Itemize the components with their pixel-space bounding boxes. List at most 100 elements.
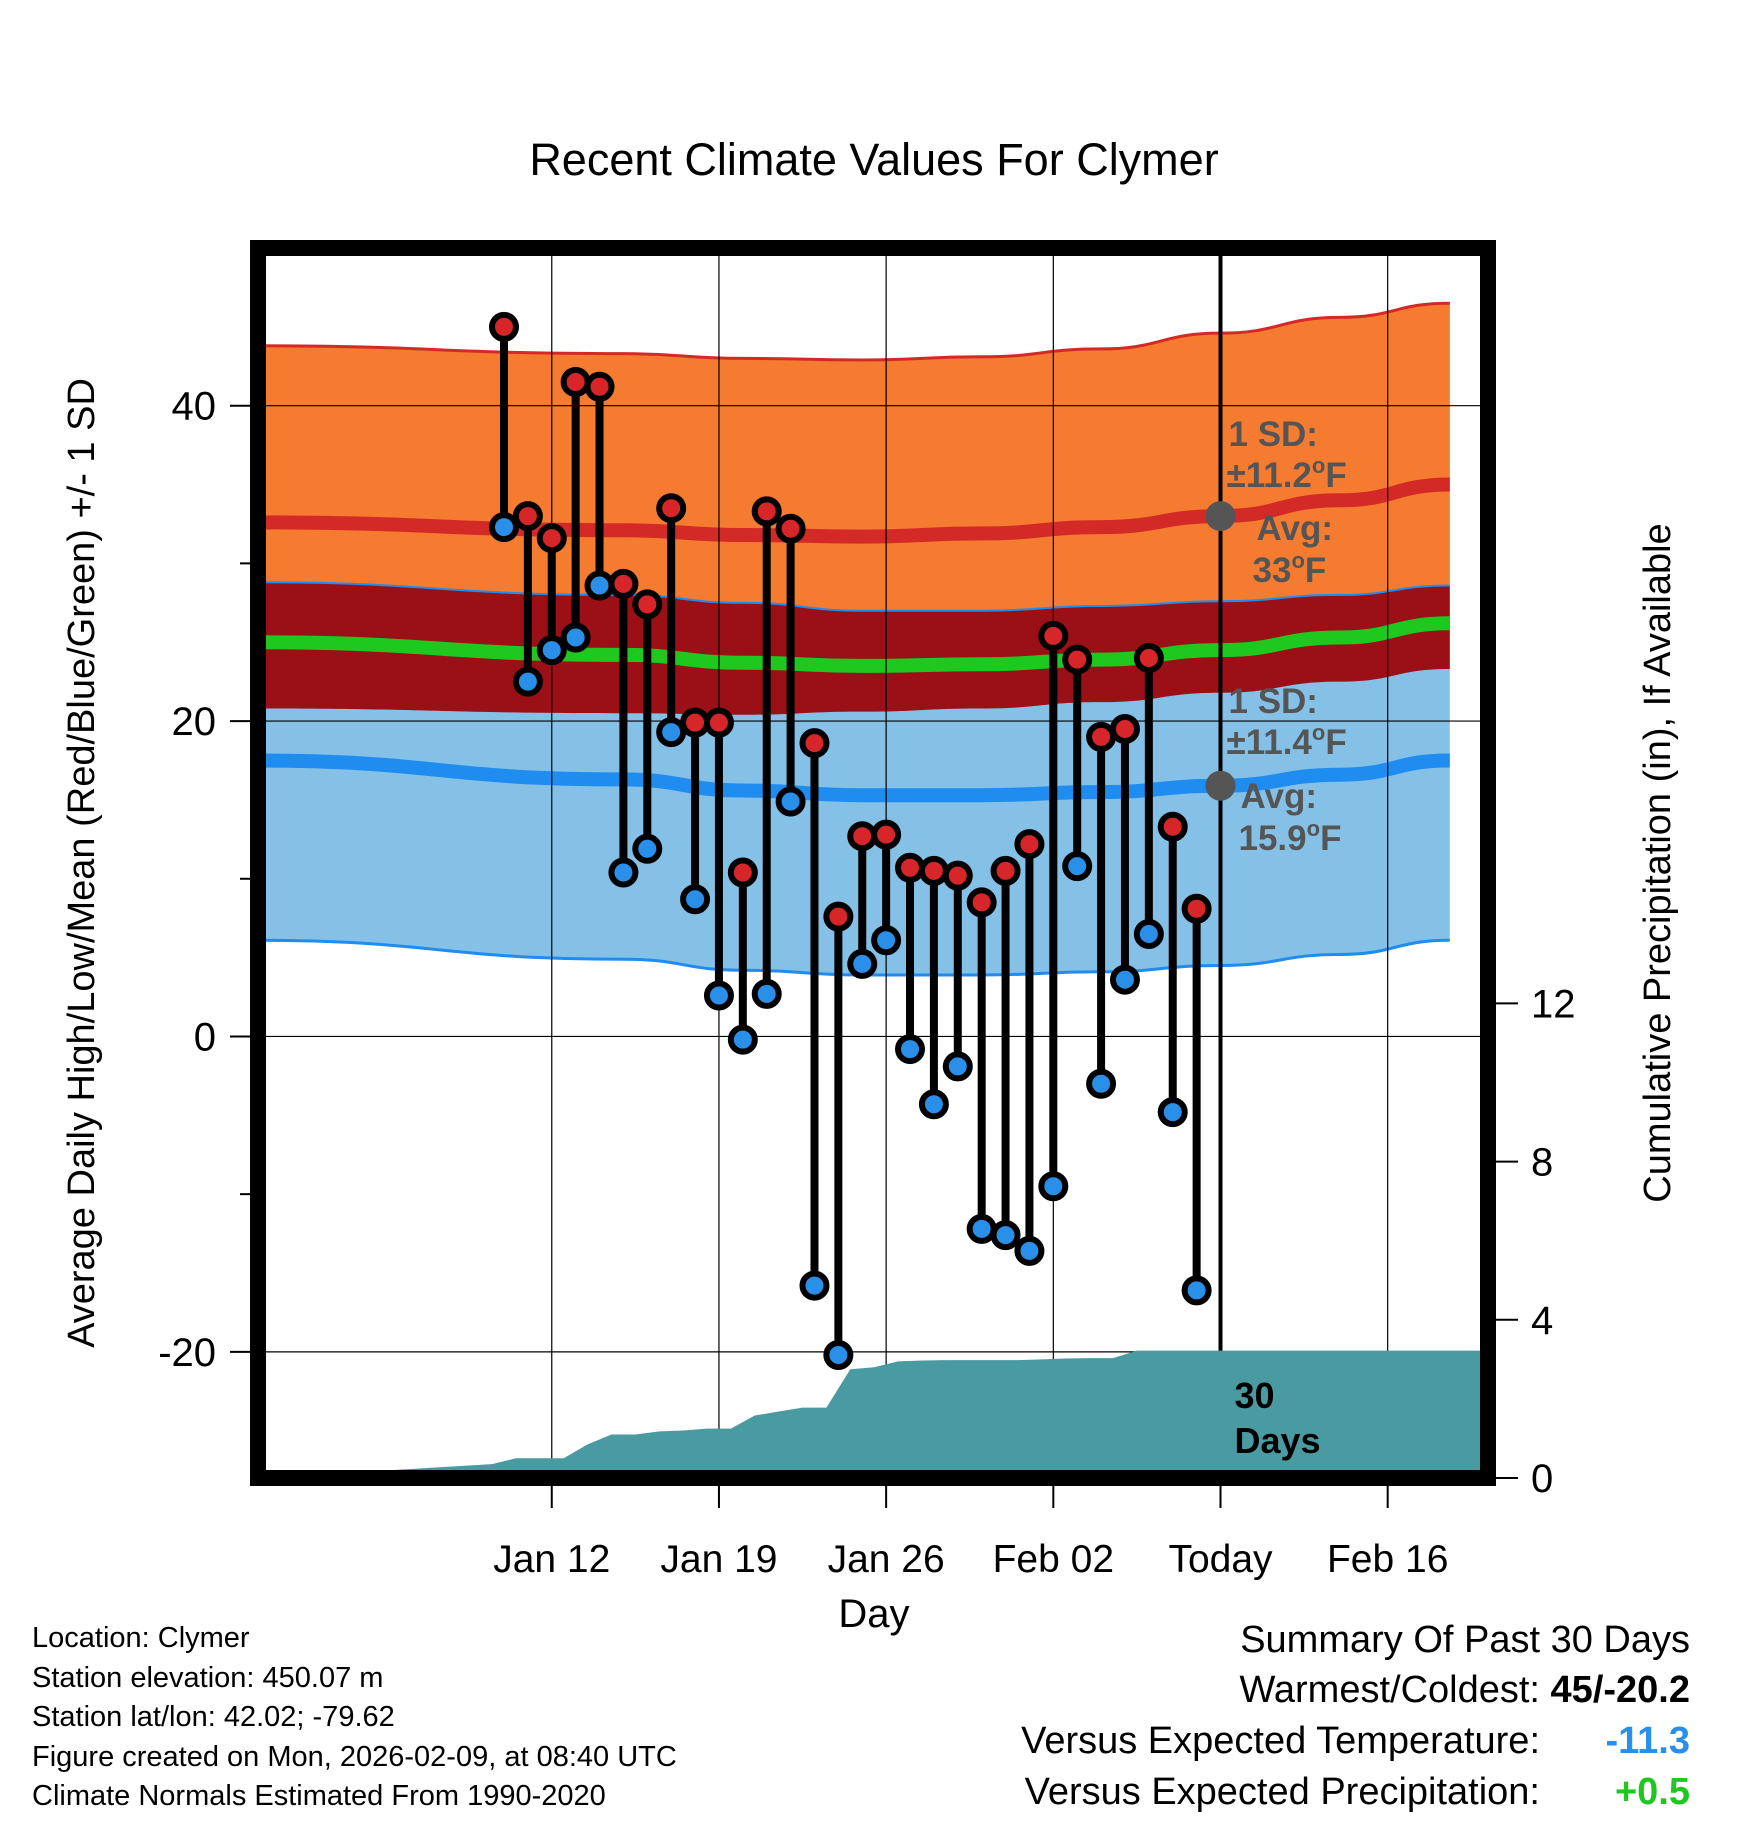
high-point	[918, 855, 949, 886]
high-sd-upper-line	[258, 301, 1450, 362]
y-tick-label: 20	[172, 700, 217, 744]
low-point	[775, 786, 806, 817]
low-avg-deg: o	[1307, 816, 1320, 841]
y-right-tick-label: 8	[1531, 1141, 1553, 1185]
high-point	[1109, 713, 1140, 744]
low-point	[847, 948, 878, 979]
low-avg-unit: F	[1320, 819, 1341, 858]
low-point	[703, 980, 734, 1011]
high-point	[751, 496, 782, 527]
high-point	[1062, 644, 1093, 675]
high-point	[1181, 893, 1212, 924]
high-point	[1133, 643, 1164, 673]
summary-warmest-value: 45/-20.2	[1550, 1669, 1690, 1711]
high-point	[632, 589, 663, 620]
low-point	[823, 1340, 854, 1370]
high-avg-label: Avg:	[1257, 509, 1333, 548]
low-sd-label: 1 SD:	[1229, 682, 1318, 721]
y-axis-label: Average Daily High/Low/Mean (Red/Blue/Gr…	[61, 378, 103, 1348]
y-tick-label: 0	[194, 1015, 216, 1059]
high-point	[775, 513, 806, 544]
high-point	[942, 860, 973, 891]
high-point	[823, 901, 854, 932]
y-tick-label: 40	[172, 385, 217, 429]
high-point	[608, 568, 639, 599]
high-point	[560, 367, 591, 398]
high-sd-label: 1 SD:	[1229, 415, 1318, 454]
low-point	[895, 1034, 926, 1065]
today-days-label: 30	[1235, 1375, 1275, 1416]
high-avg-deg: o	[1291, 548, 1304, 573]
footer-created: Figure created on Mon, 2026-02-09, at 08…	[32, 1741, 677, 1773]
high-point	[584, 371, 615, 402]
low-point	[1086, 1068, 1117, 1099]
high-sd-unit: F	[1325, 456, 1346, 495]
high-avg-value: 33oF	[1253, 548, 1327, 590]
summary-warmest-row: Warmest/Coldest: 45/-20.2	[1239, 1669, 1690, 1712]
x-tick-label: Jan 12	[493, 1538, 610, 1581]
y-right-tick-label: 12	[1531, 982, 1576, 1026]
low-point	[1109, 964, 1140, 995]
low-sd-value: ±11.4oF	[1227, 720, 1347, 762]
x-tick-label: Feb 16	[1327, 1538, 1448, 1581]
low-point	[751, 978, 782, 1009]
low-point	[680, 884, 711, 915]
low-point	[632, 833, 663, 864]
low-avg-line	[258, 753, 1450, 803]
high-point	[656, 493, 687, 524]
low-avg-value: 15.9oF	[1239, 816, 1342, 858]
low-sd-unit: F	[1325, 723, 1346, 762]
x-tick-label: Feb 02	[993, 1538, 1114, 1581]
high-point	[536, 523, 567, 554]
x-tick-label: Today	[1168, 1538, 1273, 1581]
high-point	[871, 819, 902, 850]
high-point	[1014, 829, 1045, 860]
low-sd-deg: o	[1312, 720, 1325, 745]
low-point	[656, 717, 687, 748]
low-point	[608, 857, 639, 888]
high-point	[1038, 620, 1069, 651]
high-point	[847, 821, 878, 852]
mean-avg-line	[258, 616, 1450, 673]
low-point	[871, 925, 902, 956]
low-point	[1133, 918, 1164, 949]
summary-temp-row: Versus Expected Temperature: -11.3	[1021, 1720, 1690, 1763]
low-point	[966, 1213, 997, 1244]
low-point	[1157, 1097, 1188, 1128]
y-right-tick-label: 0	[1531, 1457, 1553, 1501]
high-point	[512, 501, 543, 532]
low-point	[727, 1024, 758, 1055]
low-point	[512, 666, 543, 697]
high-sd-deg: o	[1312, 453, 1325, 478]
today-days-label: Days	[1235, 1420, 1321, 1461]
footer-location: Location: Clymer	[32, 1622, 250, 1654]
x-tick-label: Jan 19	[660, 1538, 777, 1581]
high-point	[703, 707, 734, 738]
high-point	[990, 855, 1021, 886]
high-point	[680, 707, 711, 738]
summary-precip-label: Versus Expected Precipitation:	[1024, 1771, 1540, 1813]
footer-latlon: Station lat/lon: 42.02; -79.62	[32, 1701, 395, 1733]
low-point	[536, 635, 567, 666]
x-tick-label: Jan 26	[828, 1538, 945, 1581]
plot-frame	[250, 240, 1496, 1486]
low-point	[990, 1220, 1021, 1251]
y-axis-label-right: Cumulative Precipitation (in), If Availa…	[1637, 523, 1679, 1202]
low-point	[560, 622, 591, 653]
low-point	[1062, 851, 1093, 882]
y-right-tick-label: 4	[1531, 1299, 1553, 1343]
summary-precip-value: +0.5	[1614, 1771, 1690, 1813]
chart-title: Recent Climate Values For Clymer	[529, 134, 1218, 185]
low-point	[918, 1089, 949, 1120]
high-avg-today-dot	[1205, 501, 1236, 532]
low-point	[799, 1270, 830, 1301]
low-point	[1014, 1235, 1045, 1266]
y-tick-label: -20	[158, 1331, 216, 1375]
high-sd-value: ±11.2oF	[1227, 453, 1347, 495]
low-point	[584, 570, 615, 601]
high-point	[799, 728, 830, 759]
high-point	[727, 857, 758, 888]
summary-precip-row: Versus Expected Precipitation: +0.5	[1025, 1771, 1690, 1814]
footer-elevation: Station elevation: 450.07 m	[32, 1662, 384, 1694]
